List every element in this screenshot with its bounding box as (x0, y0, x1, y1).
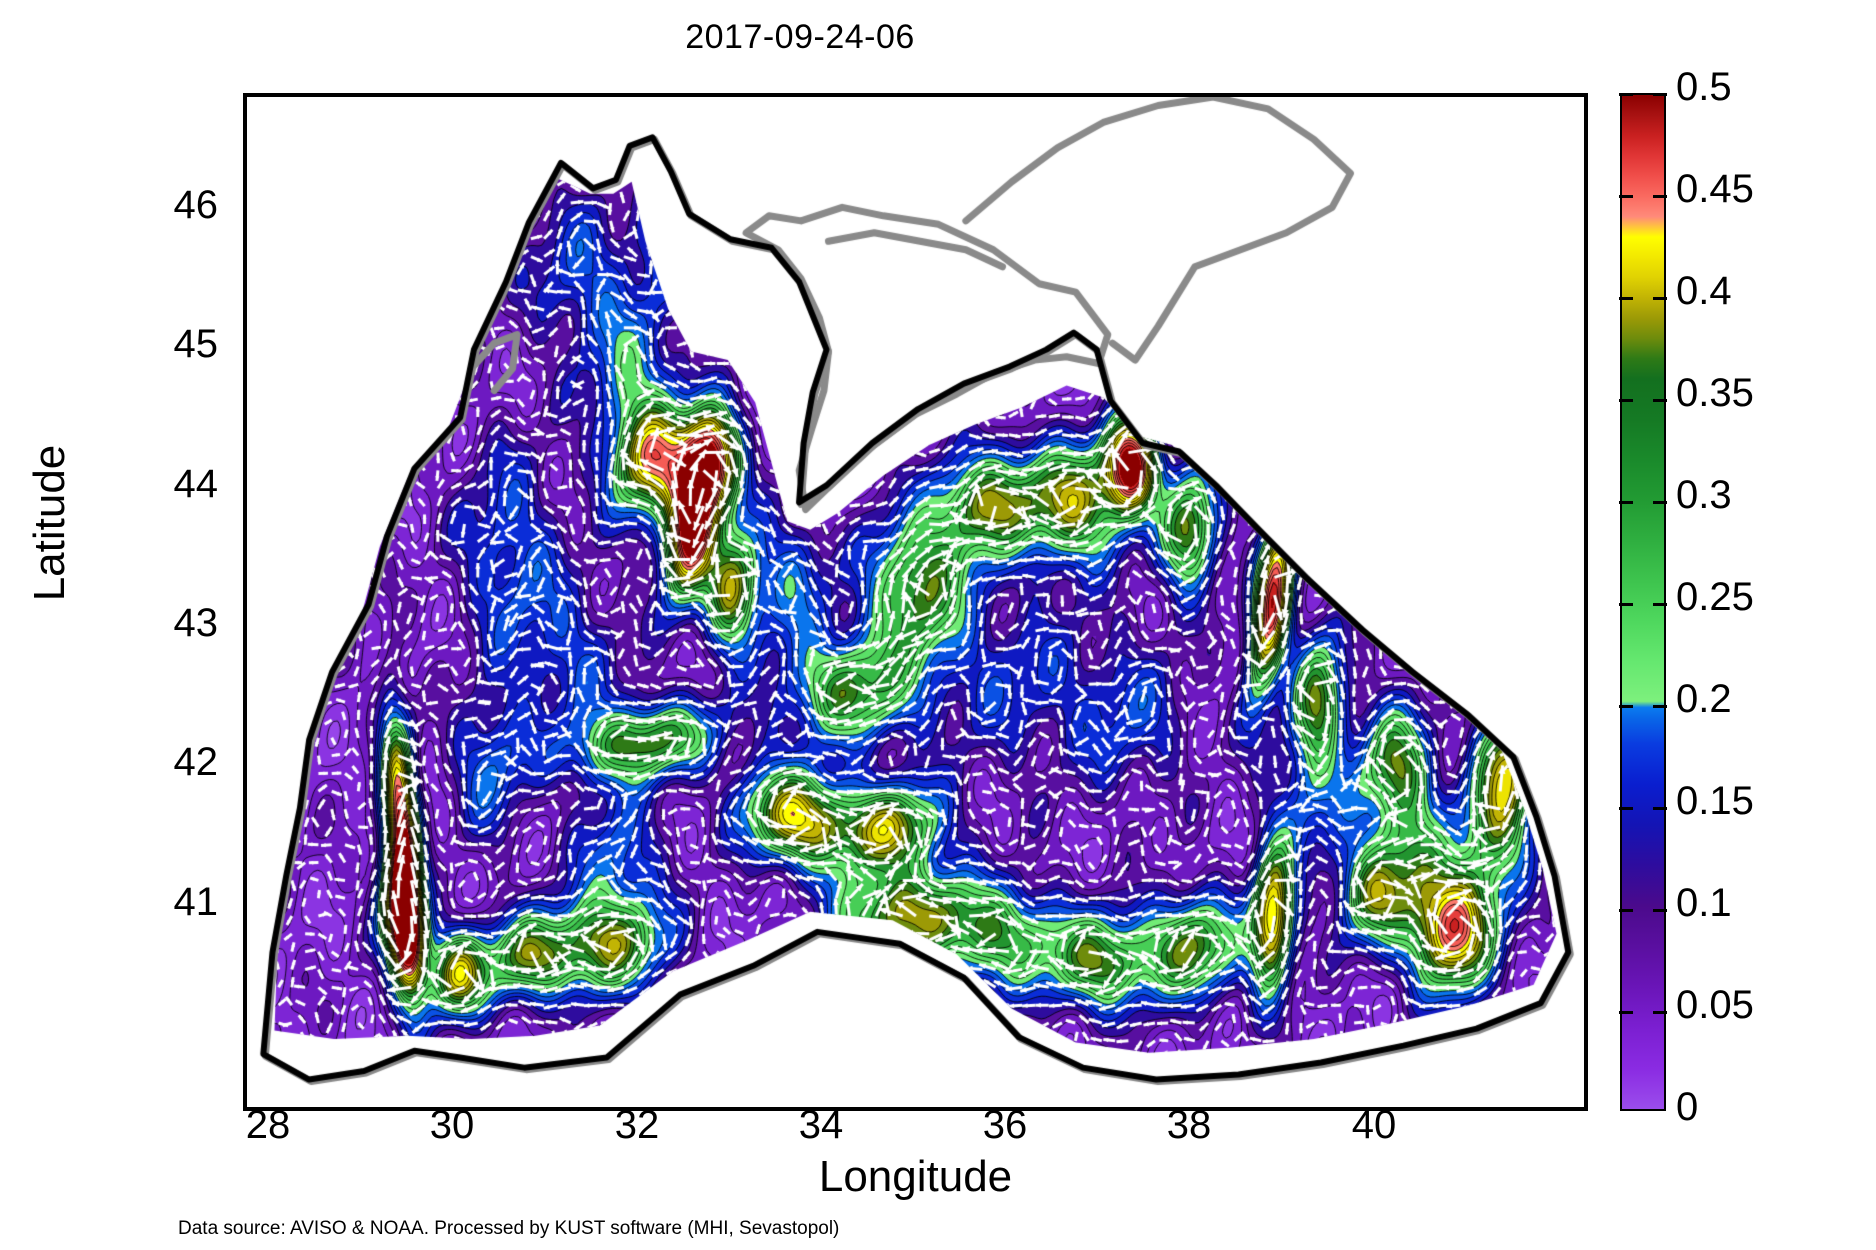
current-speed-contour-map (247, 97, 1584, 1107)
colorbar-tick-4r (1653, 501, 1667, 504)
xtick-label-3: 34 (798, 1103, 844, 1147)
xtick-label-5: 38 (1166, 1103, 1212, 1147)
colorbar-tick-0r (1653, 93, 1667, 96)
colorbar-label-6: 0.2 (1676, 677, 1732, 721)
colorbar-tick-8r (1653, 909, 1667, 912)
colorbar-label-0: 0.5 (1676, 65, 1732, 109)
colorbar-tick-3r (1653, 399, 1667, 402)
colorbar-tick-6r (1653, 705, 1667, 708)
colorbar-tick-7r (1653, 807, 1667, 810)
colorbar-label-5: 0.25 (1676, 575, 1754, 619)
ytick-label-1: 45 (173, 322, 219, 366)
colorbar-label-3: 0.35 (1676, 371, 1754, 415)
colorbar-tick-9 (1619, 1011, 1633, 1014)
colorbar-tick-1 (1619, 195, 1633, 198)
colorbar-tick-8 (1619, 909, 1633, 912)
y-axis-title: Latitude (25, 444, 74, 602)
xtick-label-6: 40 (1351, 1103, 1397, 1147)
colorbar-tick-9r (1653, 1011, 1667, 1014)
colorbar-tick-5 (1619, 603, 1633, 606)
colorbar-tick-2r (1653, 297, 1667, 300)
ytick-label-5: 41 (173, 880, 219, 924)
colorbar-label-4: 0.3 (1676, 473, 1732, 517)
page-title: 2017-09-24-06 (685, 18, 915, 56)
x-axis-title: Longitude (818, 1152, 1013, 1201)
map-plot-area[interactable] (243, 93, 1588, 1111)
colorbar[interactable]: 0.5 0.45 0.4 0.35 0.3 0.25 0.2 0.15 0.1 … (1619, 65, 1754, 1129)
colorbar-tick-6 (1619, 705, 1633, 708)
colorbar-tick-7 (1619, 807, 1633, 810)
colorbar-tick-4 (1619, 501, 1633, 504)
ytick-label-3: 43 (173, 601, 219, 645)
ytick-label-0: 46 (173, 183, 219, 227)
colorbar-label-10: 0 (1676, 1085, 1699, 1129)
colorbar-label-2: 0.4 (1676, 269, 1732, 313)
colorbar-tick-5r (1653, 603, 1667, 606)
colorbar-label-1: 0.45 (1676, 167, 1754, 211)
ytick-label-2: 44 (173, 462, 219, 506)
ytick-label-4: 42 (173, 740, 219, 784)
xtick-label-1: 30 (429, 1103, 475, 1147)
colorbar-tick-3 (1619, 399, 1633, 402)
colorbar-label-8: 0.1 (1676, 881, 1732, 925)
colorbar-tick-1r (1653, 195, 1667, 198)
xtick-label-4: 36 (982, 1103, 1028, 1147)
data-source-footnote: Data source: AVISO & NOAA. Processed by … (178, 1218, 840, 1239)
colorbar-label-7: 0.15 (1676, 779, 1754, 823)
xtick-label-0: 28 (245, 1103, 291, 1147)
xtick-label-2: 32 (614, 1103, 660, 1147)
colorbar-gradient (1620, 93, 1666, 1111)
colorbar-tick-2 (1619, 297, 1633, 300)
colorbar-label-9: 0.05 (1676, 983, 1754, 1027)
colorbar-tick-0 (1619, 93, 1633, 96)
